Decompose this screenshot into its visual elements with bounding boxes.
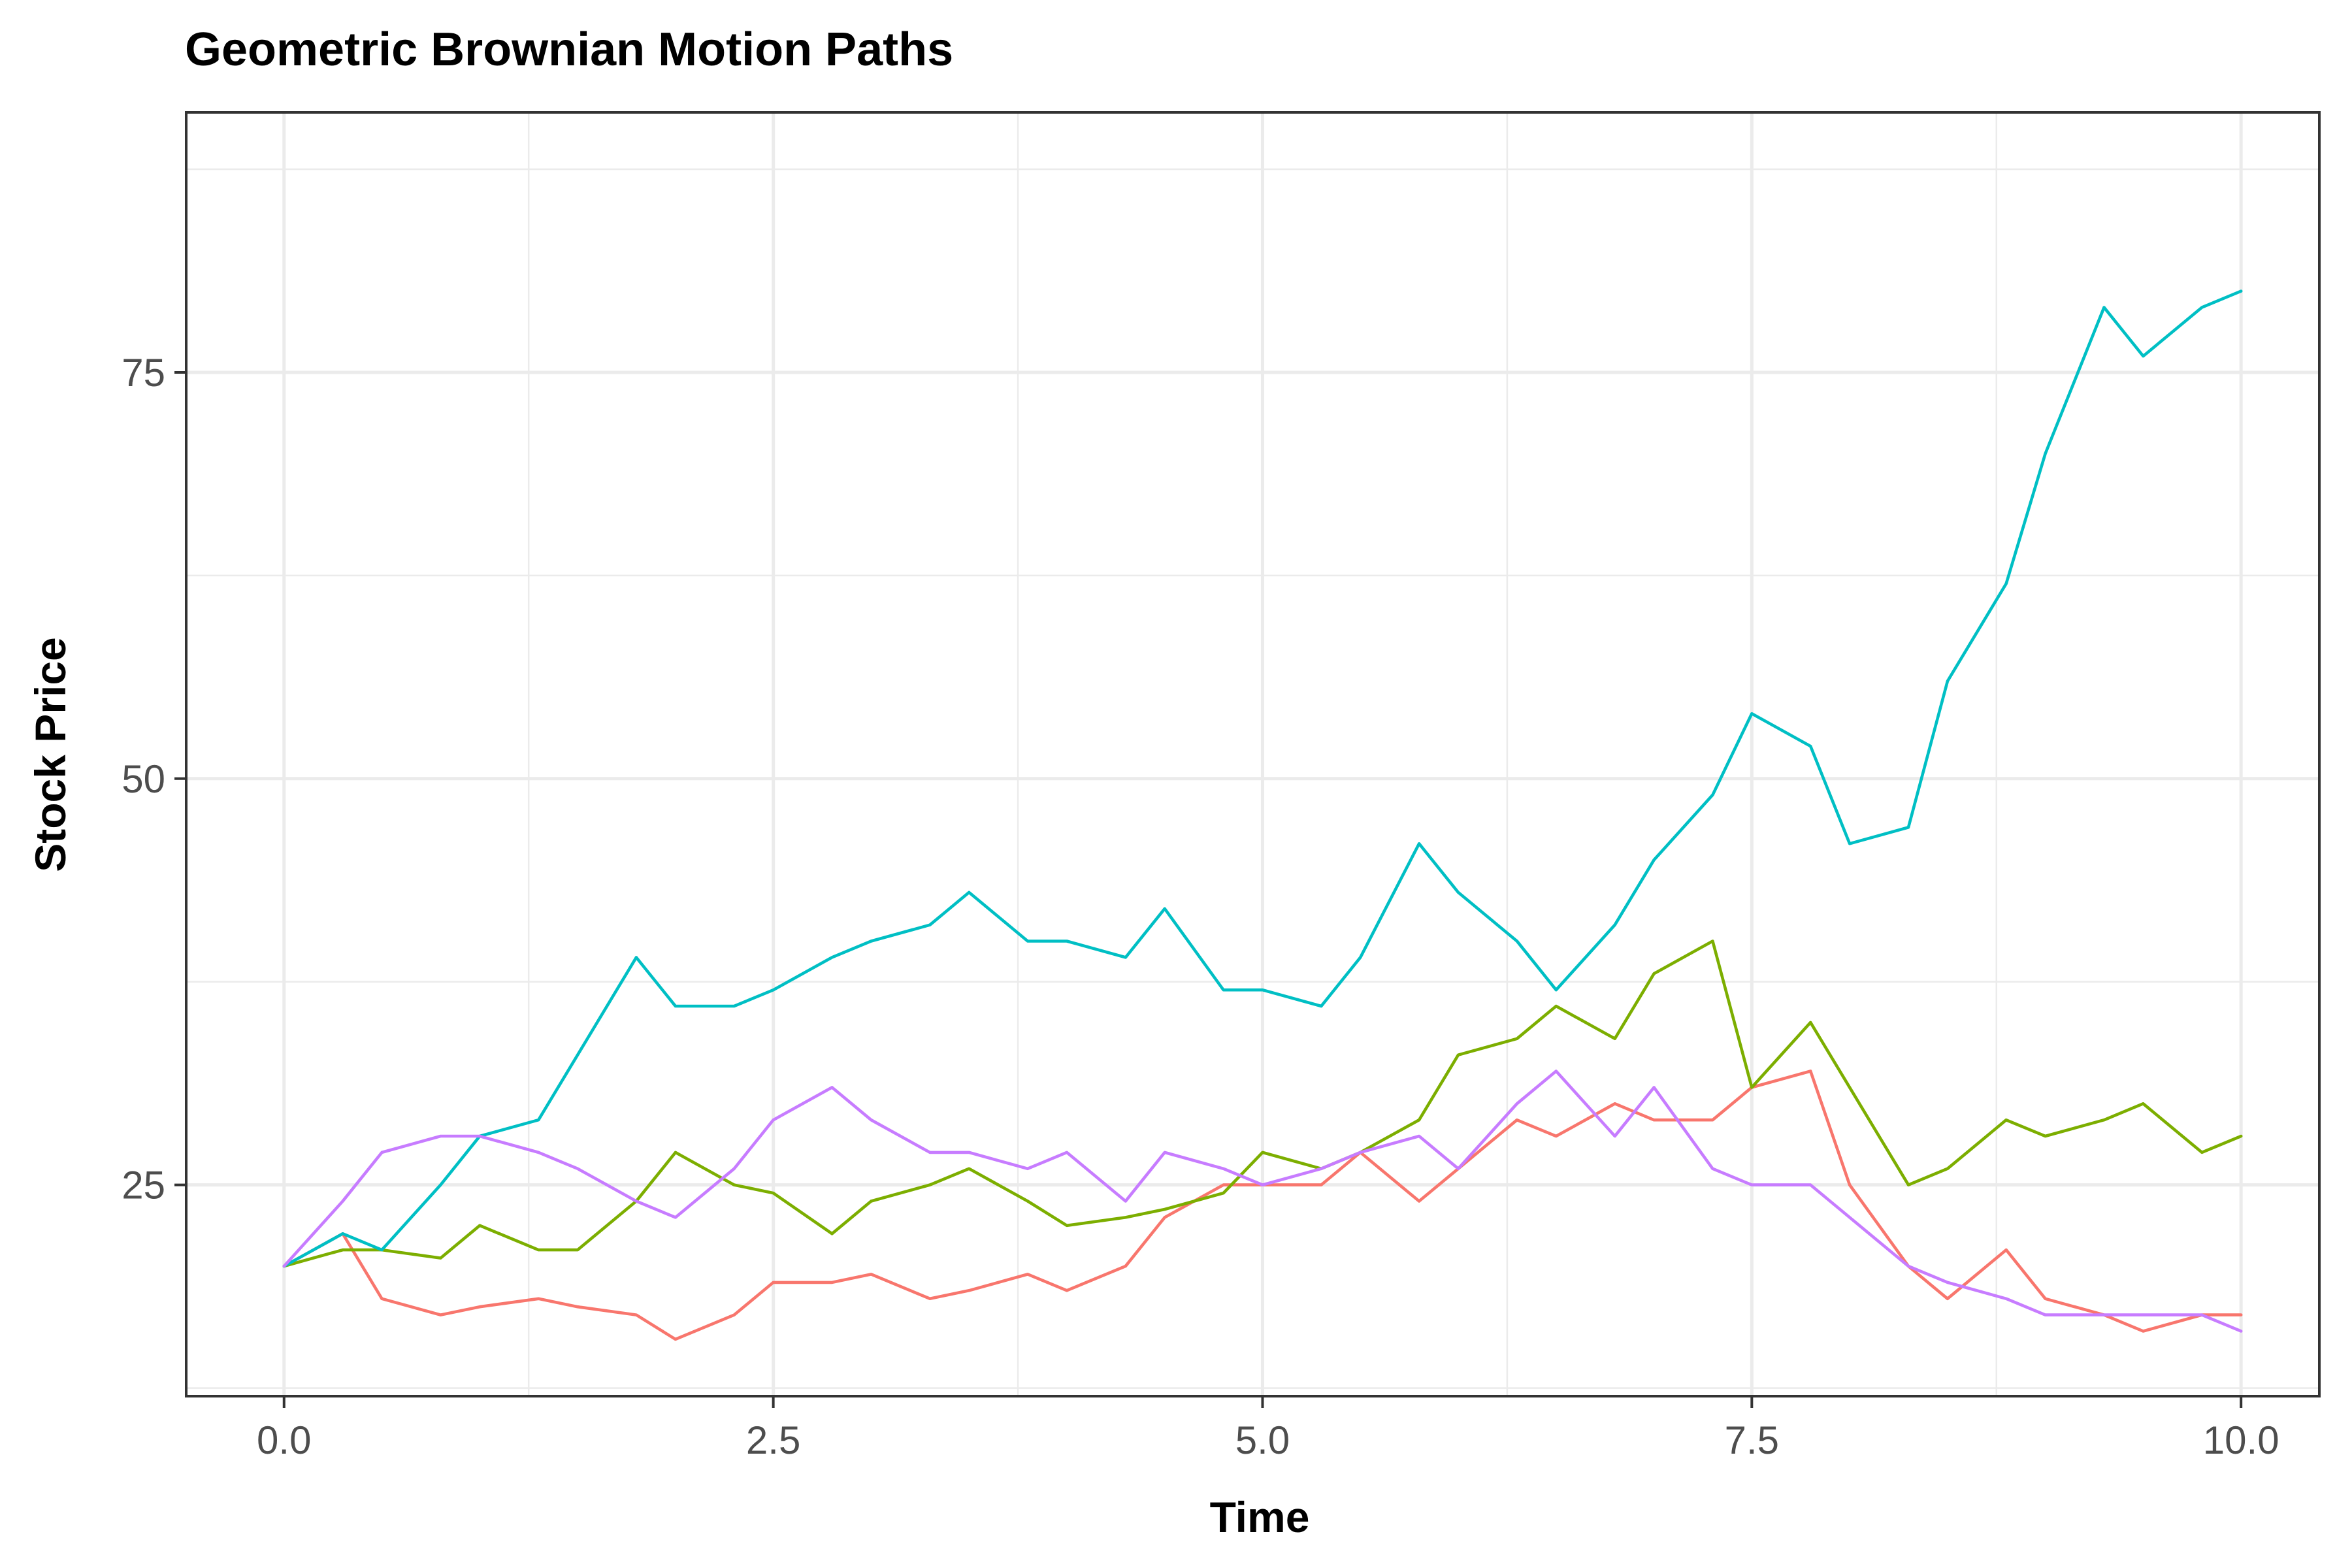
x-tick-label: 2.5 [746, 1418, 800, 1462]
series-line-2 [282, 939, 2243, 1268]
x-axis: 0.0 2.5 5.0 7.5 10.0 [257, 1396, 2279, 1462]
y-tick-label: 25 [122, 1164, 165, 1207]
y-tick-label: 50 [122, 757, 165, 801]
x-tick-label: 7.5 [1725, 1418, 1779, 1462]
panel-border [185, 111, 2321, 1397]
series-line-3 [282, 289, 2243, 1268]
series-line-4 [282, 1070, 2243, 1333]
minor-gridlines [186, 112, 2319, 1396]
y-axis-title: Stock Price [26, 637, 74, 872]
y-axis: 25 50 75 [122, 351, 186, 1207]
chart-title: Geometric Brownian Motion Paths [185, 24, 953, 76]
x-tick-label: 0.0 [257, 1418, 311, 1462]
x-axis-title: Time [1210, 1493, 1310, 1541]
y-tick-label: 75 [122, 351, 165, 395]
x-tick-label: 5.0 [1235, 1418, 1290, 1462]
x-tick-label: 10.0 [2203, 1418, 2279, 1462]
series-lines [282, 289, 2243, 1341]
